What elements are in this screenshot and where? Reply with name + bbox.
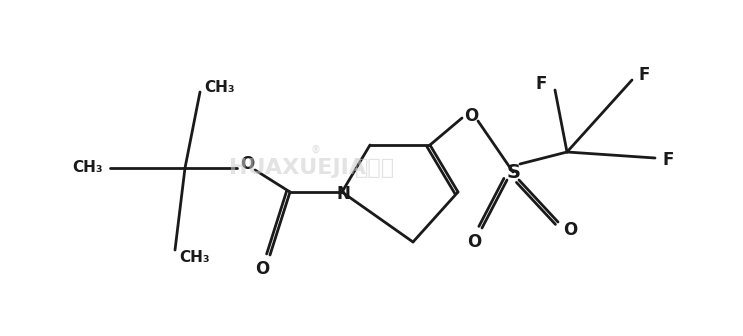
Text: O: O: [240, 155, 254, 173]
Text: CH₃: CH₃: [73, 161, 103, 175]
Text: HUAXUEJIA: HUAXUEJIA: [229, 158, 366, 178]
Text: O: O: [255, 260, 269, 278]
Text: O: O: [467, 233, 481, 251]
Text: F: F: [662, 151, 674, 169]
Text: S: S: [507, 164, 521, 182]
Text: O: O: [464, 107, 478, 125]
Text: 化学加: 化学加: [355, 158, 395, 178]
Text: N: N: [336, 185, 350, 203]
Text: F: F: [535, 75, 547, 93]
Text: ®: ®: [311, 144, 321, 155]
Text: F: F: [638, 66, 649, 84]
Text: CH₃: CH₃: [180, 251, 210, 265]
Text: CH₃: CH₃: [204, 81, 236, 95]
Text: O: O: [563, 221, 577, 239]
